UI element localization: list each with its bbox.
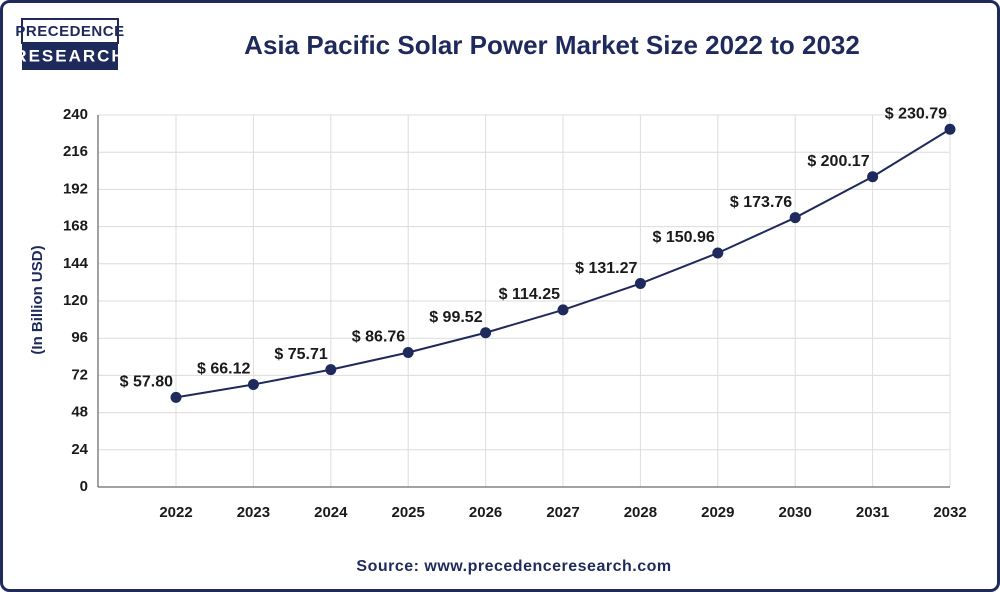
value-label: $ 86.76	[352, 329, 405, 346]
x-tick-label: 2023	[237, 504, 270, 521]
logo-text: RESEARCH	[14, 46, 125, 65]
value-label: $ 150.96	[653, 229, 715, 246]
marker	[247, 379, 259, 391]
value-label: $ 66.12	[197, 361, 250, 378]
marker	[557, 304, 569, 316]
x-tick-label: 2031	[856, 504, 889, 521]
value-label: $ 57.80	[120, 374, 173, 391]
y-tick-label: 48	[71, 404, 88, 421]
marker	[944, 123, 956, 135]
y-tick-label: 0	[80, 478, 88, 495]
marker	[712, 247, 724, 259]
value-label: $ 114.25	[499, 286, 561, 303]
chart-title: Asia Pacific Solar Power Market Size 202…	[244, 30, 860, 60]
y-tick-label: 240	[63, 106, 88, 123]
y-tick-label: 144	[63, 255, 89, 272]
logo-bottom	[22, 43, 118, 70]
x-tick-label: 2025	[392, 504, 425, 521]
value-label: $ 99.52	[429, 309, 482, 326]
x-tick-label: 2029	[701, 504, 734, 521]
marker	[402, 347, 414, 359]
x-tick-label: 2028	[624, 504, 657, 521]
x-tick-label: 2022	[159, 504, 192, 521]
y-tick-label: 24	[71, 441, 88, 458]
y-tick-label: 72	[71, 366, 88, 383]
marker	[325, 364, 337, 376]
value-label: $ 75.71	[274, 346, 327, 363]
y-tick-label: 216	[63, 143, 88, 160]
logo-text: PRECEDENCE	[15, 23, 124, 40]
value-label: $ 230.79	[885, 105, 947, 122]
y-tick-label: 168	[63, 218, 88, 235]
x-tick-label: 2027	[546, 504, 579, 521]
x-tick-label: 2026	[469, 504, 502, 521]
source: Source: www.precedenceresearch.com	[356, 558, 671, 575]
marker	[170, 391, 182, 403]
logo-top	[21, 18, 119, 44]
value-label: $ 200.17	[807, 153, 869, 170]
y-tick-label: 96	[71, 329, 88, 346]
x-tick-label: 2032	[933, 504, 966, 521]
y-tick-label: 192	[63, 180, 88, 197]
x-tick-label: 2030	[779, 504, 812, 521]
value-label: $ 173.76	[730, 194, 792, 211]
marker	[480, 327, 492, 339]
x-tick-label: 2024	[314, 504, 348, 521]
y-axis-label: (In Billion USD)	[29, 245, 46, 354]
value-label: $ 131.27	[575, 260, 637, 277]
marker	[789, 212, 801, 224]
marker	[634, 278, 646, 290]
marker	[867, 171, 879, 183]
y-tick-label: 120	[63, 292, 88, 309]
